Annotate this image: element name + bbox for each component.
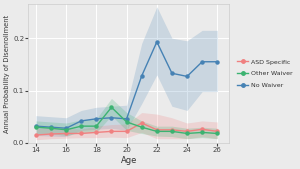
Legend: ASD Specific, Other Waiver, No Waiver: ASD Specific, Other Waiver, No Waiver (235, 56, 296, 91)
Y-axis label: Annual Probability of Disenrollment: Annual Probability of Disenrollment (4, 15, 10, 133)
X-axis label: Age: Age (121, 156, 137, 165)
